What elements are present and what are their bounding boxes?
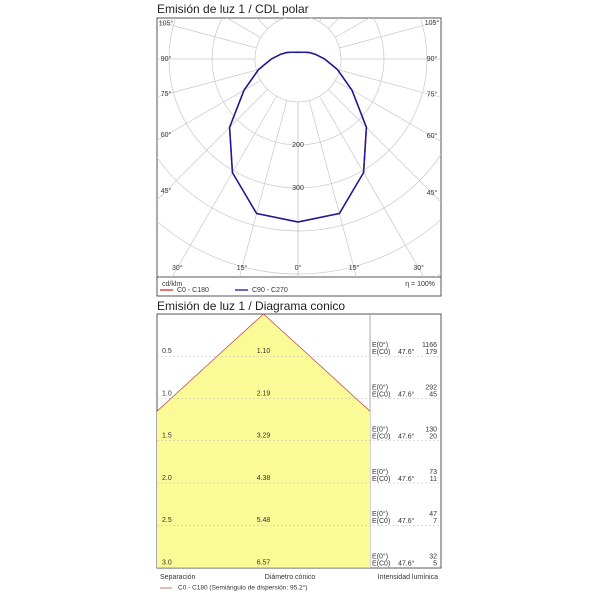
polar-plot (157, 0, 441, 277)
angle-tick-label: 0° (295, 264, 302, 272)
half-angle: 47.6° (398, 348, 415, 356)
r-tick-label: 300 (292, 185, 304, 192)
e-label: E(C0) (372, 391, 390, 398)
grid-ray (319, 96, 425, 277)
intensity-curve (228, 51, 299, 223)
e0-value: 32 (429, 553, 437, 560)
ec0-value: 20 (429, 434, 437, 441)
column-label: Diámetro cónico (265, 574, 316, 581)
diameter-label: 4.38 (257, 475, 271, 482)
angle-tick-label: 45° (161, 187, 172, 195)
grid-ray (157, 69, 257, 98)
e-label: E(0°) (372, 383, 388, 391)
half-angle: 47.6° (398, 475, 415, 483)
diameter-label: 2.19 (257, 390, 271, 397)
grid-ray (335, 80, 441, 142)
intensity-curve (228, 51, 299, 223)
e-label: E(C0) (372, 518, 390, 525)
grid-ray (157, 20, 257, 49)
intensity-curve (297, 51, 368, 223)
ec0-value: 179 (425, 349, 437, 356)
e-label: E(0°) (372, 552, 388, 560)
cone-plot (157, 314, 370, 568)
angle-tick-label: 15° (349, 264, 360, 272)
height-label: 2.5 (162, 517, 172, 524)
angle-tick-label: 30° (413, 264, 424, 272)
height-label: 1.0 (162, 390, 172, 397)
unit-label: cd/klm (162, 281, 182, 288)
height-label: 0.5 (162, 348, 172, 355)
half-angle: 47.6° (398, 433, 415, 441)
e-label: E(C0) (372, 349, 390, 356)
diameter-label: 3.29 (257, 433, 271, 440)
height-label: 2.0 (162, 475, 172, 482)
grid-ray (157, 80, 261, 141)
e0-value: 292 (425, 384, 437, 391)
e0-value: 130 (425, 427, 437, 434)
half-angle: 47.6° (398, 517, 415, 525)
cone-title: Emisión de luz 1 / Diagrama conico (157, 299, 345, 313)
ec0-value: 7 (433, 518, 437, 525)
angle-tick-label: 60° (161, 131, 172, 139)
legend-label: C0 - C180 (Semiángulo de dispersión: 95.… (178, 584, 307, 592)
ec0-value: 45 (429, 391, 437, 398)
e-label: E(C0) (372, 476, 390, 483)
angle-tick-label: 75° (427, 91, 438, 99)
ec0-value: 5 (433, 560, 437, 567)
legend-label: C90 - C270 (252, 287, 288, 294)
ec0-value: 11 (430, 476, 437, 483)
grid-ray (309, 0, 401, 17)
angle-tick-label: 90° (427, 55, 438, 63)
angle-tick-label: 45° (427, 189, 438, 197)
half-angle: 47.6° (398, 390, 415, 398)
column-label: Separación (160, 574, 196, 581)
column-label: Intensidad lumínica (378, 574, 438, 581)
legend-label: C0 - C180 (177, 287, 209, 294)
angle-tick-label: 90° (161, 55, 172, 63)
e-label: E(0°) (372, 468, 388, 476)
diameter-label: 1.10 (257, 348, 271, 355)
grid-ray (328, 89, 441, 203)
height-label: 3.0 (162, 559, 172, 566)
diameter-label: 5.48 (257, 517, 271, 524)
efficiency-label: η = 100% (405, 281, 435, 288)
intensity-curve (297, 51, 368, 223)
angle-tick-label: 105° (425, 19, 440, 27)
e0-value: 47 (429, 511, 437, 518)
grid-ray (339, 69, 441, 98)
angle-tick-label: 60° (427, 132, 438, 140)
diameter-label: 6.57 (257, 559, 271, 566)
half-angle: 47.6° (398, 559, 415, 567)
grid-ray (339, 20, 441, 49)
grid-circle (254, 18, 342, 103)
cone-segment (157, 525, 370, 568)
polar-title: Emisión de luz 1 / CDL polar (157, 2, 309, 16)
angle-tick-label: 105° (159, 19, 174, 27)
e-label: E(0°) (372, 426, 388, 434)
angle-tick-label: 30° (172, 264, 183, 272)
e-label: E(C0) (372, 560, 390, 567)
grid-ray (171, 96, 277, 277)
e-label: E(0°) (372, 510, 388, 518)
grid-ray (157, 89, 268, 201)
e0-value: 73 (429, 469, 437, 476)
r-tick-label: 200 (292, 142, 304, 149)
height-label: 1.5 (162, 433, 172, 440)
angle-tick-label: 15° (237, 264, 248, 272)
grid-ray (308, 100, 357, 277)
grid-ray (328, 18, 340, 29)
grid-ray (239, 100, 288, 277)
e-label: E(C0) (372, 434, 390, 441)
e0-value: 1166 (422, 342, 437, 349)
angle-tick-label: 75° (161, 90, 172, 98)
e-label: E(0°) (372, 341, 388, 349)
grid-ray (335, 18, 370, 38)
